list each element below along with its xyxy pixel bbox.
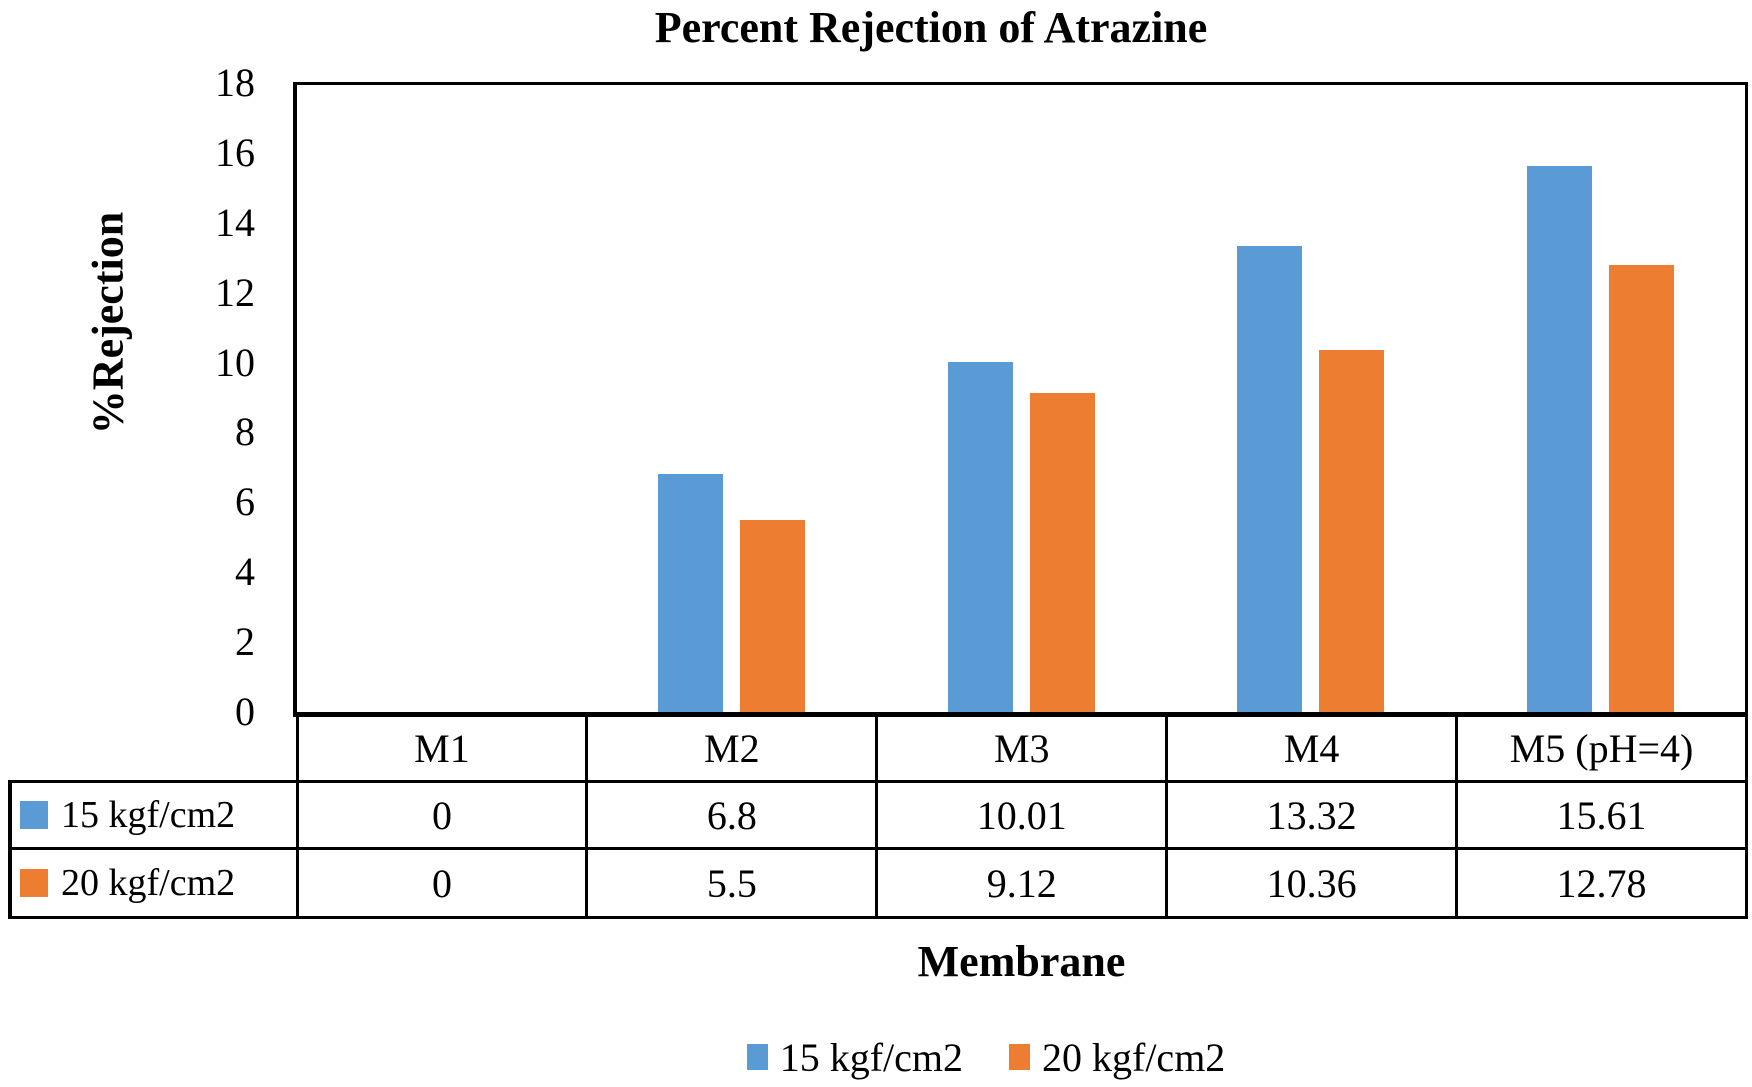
table-value-cell: 0	[295, 780, 589, 850]
y-tick-label: 12	[215, 269, 255, 315]
table-row-label: 20 kgf/cm2	[8, 847, 299, 919]
table-row: 15 kgf/cm2 0 6.8 10.01 13.32 15.61	[8, 780, 1748, 850]
y-tick-label: 2	[235, 619, 255, 665]
table-row-label: 15 kgf/cm2	[8, 780, 299, 850]
x-axis-title: Membrane	[917, 937, 1126, 986]
table-col-header: M5 (pH=4)	[1455, 716, 1748, 783]
table-value-cell: 9.12	[875, 847, 1169, 919]
legend-swatch-icon	[1009, 1044, 1030, 1070]
legend-label: 15 kgf/cm2	[779, 1034, 963, 1080]
bar-s1-c4	[1237, 246, 1303, 712]
series-name: 20 kgf/cm2	[61, 862, 236, 904]
y-tick-label: 4	[235, 549, 255, 595]
y-tick-label: 0	[235, 689, 255, 734]
bar-s2-c3	[1029, 393, 1095, 712]
table-header-row: M1 M2 M3 M4 M5 (pH=4)	[10, 716, 1748, 783]
bar-s1-c2	[657, 474, 723, 712]
y-tick-label: 18	[215, 59, 255, 105]
legend-item: 20 kgf/cm2	[1009, 1034, 1225, 1081]
y-tick-label: 6	[235, 479, 255, 525]
table-col-header: M4	[1165, 716, 1459, 783]
bar-s2-c5	[1608, 265, 1674, 712]
table-col-header: M1	[295, 716, 589, 783]
data-table: M1 M2 M3 M4 M5 (pH=4) 15 kgf/cm2 0 6.8 10.01 13.3…	[8, 716, 1748, 919]
table-value-cell: 13.32	[1165, 780, 1459, 850]
table-col-header: M3	[875, 716, 1169, 783]
table-value-cell: 10.01	[875, 780, 1169, 850]
legend-label: 20 kgf/cm2	[1042, 1034, 1226, 1080]
y-tick-label: 16	[215, 129, 255, 175]
y-tick-label: 10	[215, 339, 255, 385]
table-row: 20 kgf/cm2 0 5.5 9.12 10.36 12.78	[8, 847, 1748, 919]
legend-swatch-icon	[746, 1044, 768, 1070]
table-value-cell: 0	[295, 847, 589, 919]
series-name: 15 kgf/cm2	[61, 794, 236, 836]
legend: 15 kgf/cm2 20 kgf/cm2	[220, 1030, 1752, 1084]
bar-s1-c5	[1526, 166, 1592, 712]
y-tick-label: 8	[235, 409, 255, 455]
y-tick-label: 14	[215, 199, 255, 245]
table-value-cell: 5.5	[585, 847, 879, 919]
bar-s2-c4	[1319, 349, 1385, 712]
bars-layer	[297, 85, 1745, 712]
bar-s1-c3	[947, 362, 1013, 712]
table-value-cell: 12.78	[1455, 847, 1748, 919]
table-col-header: M2	[585, 716, 879, 783]
chart-title: Percent Rejection of Atrazine	[654, 3, 1208, 52]
bar-s2-c2	[739, 519, 805, 712]
series-swatch-icon	[20, 869, 48, 897]
table-value-cell: 6.8	[585, 780, 879, 850]
table-corner-blank	[10, 716, 297, 782]
table-value-cell: 15.61	[1455, 780, 1748, 850]
plot-area	[293, 82, 1748, 717]
legend-item: 15 kgf/cm2	[746, 1034, 963, 1081]
series-swatch-icon	[20, 801, 48, 829]
table-value-cell: 10.36	[1165, 847, 1459, 919]
